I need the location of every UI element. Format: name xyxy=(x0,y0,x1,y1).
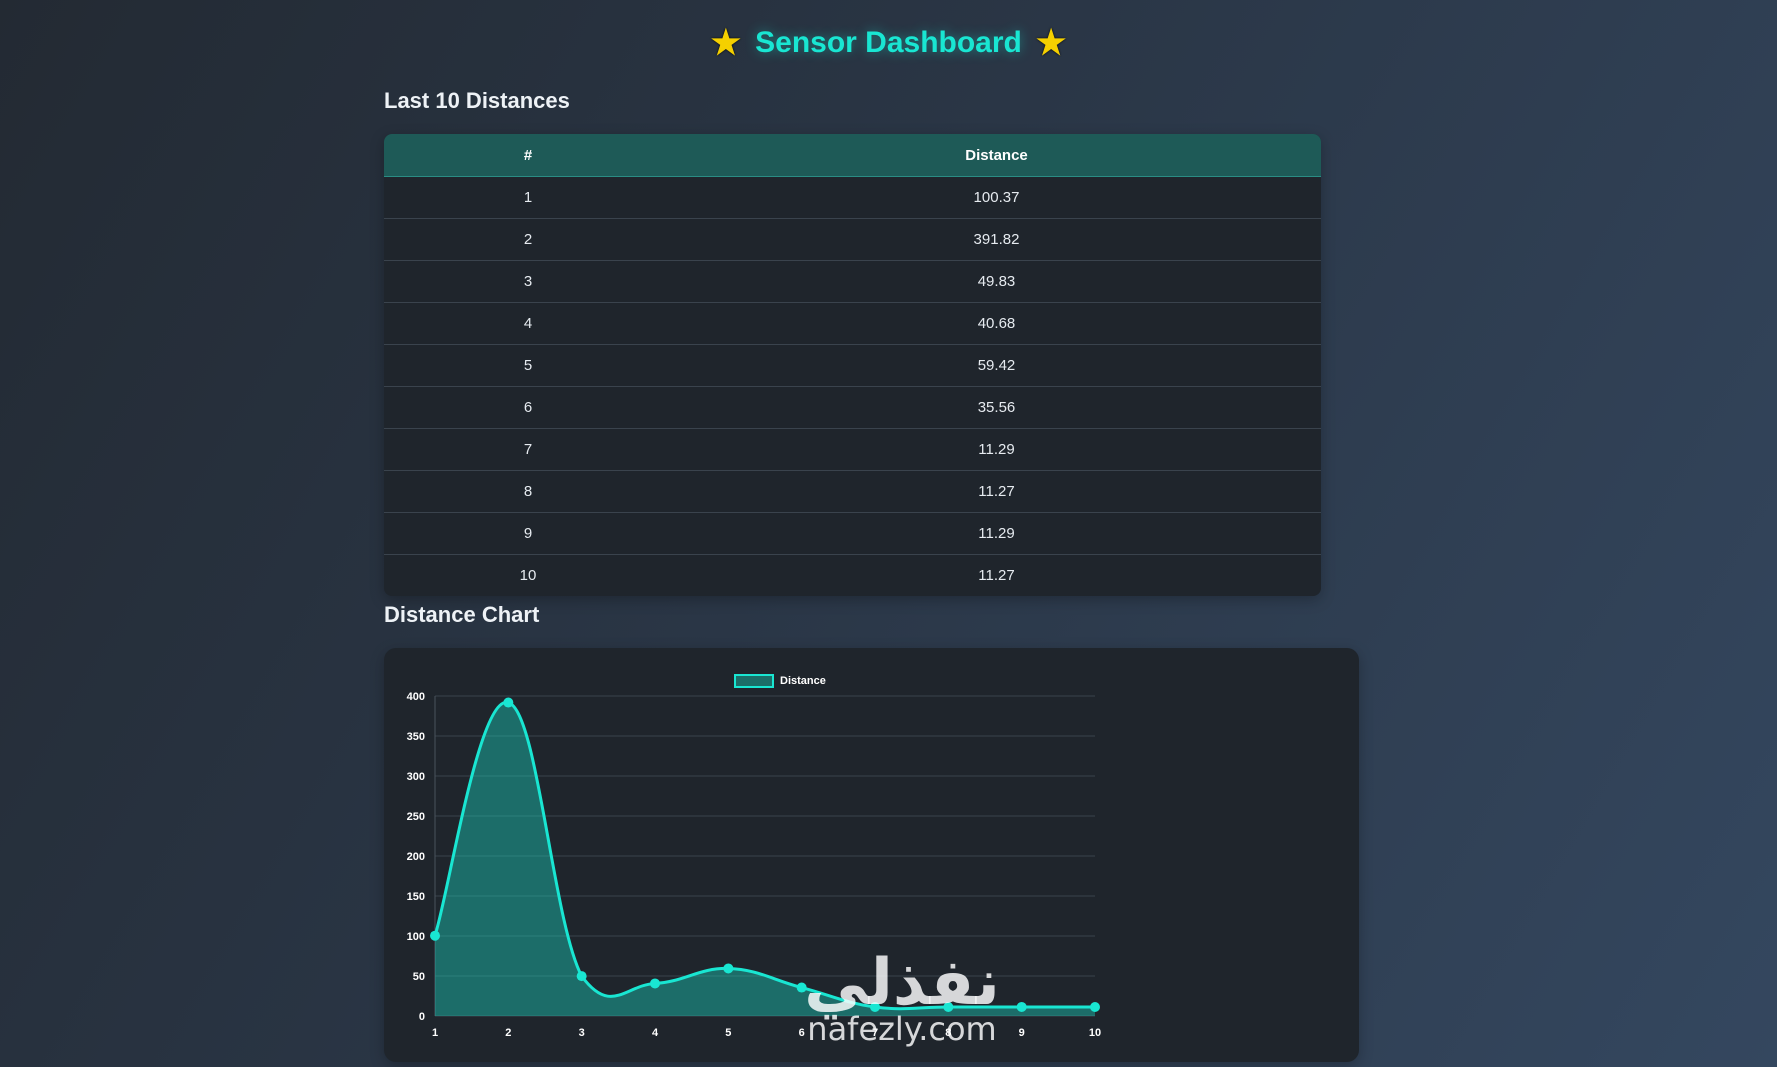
column-header-distance: Distance xyxy=(672,134,1321,177)
watermark-logo: نفذلي xyxy=(804,946,1000,1020)
data-point xyxy=(576,971,587,982)
row-index-cell: 9 xyxy=(384,512,672,555)
watermark: نفذلي nafezly.com xyxy=(782,950,1022,1046)
data-point xyxy=(503,697,514,708)
star-icon: ★ xyxy=(1035,24,1067,62)
data-point xyxy=(1090,1001,1100,1012)
distances-table: # Distance 1 100.37 2 391.82 3 49.83 4 40.68 5 59… xyxy=(384,134,1321,596)
distance-cell: 100.37 xyxy=(973,189,1020,206)
chart-heading: Distance Chart xyxy=(384,602,540,627)
x-tick-label: 5 xyxy=(725,1027,731,1039)
table-header-row: # Distance xyxy=(384,134,1321,177)
distance-cell: 40.68 xyxy=(672,302,1321,345)
data-point xyxy=(723,963,734,974)
watermark-url: nafezly.com xyxy=(807,1010,997,1048)
row-index-cell: 8 xyxy=(384,470,672,513)
data-point xyxy=(870,1001,880,1012)
distance-cell: 35.56 xyxy=(672,386,1321,429)
y-tick-label: 250 xyxy=(407,811,425,823)
table-row: 6 35.56 xyxy=(384,386,1321,429)
row-index-cell: 7 xyxy=(384,428,672,471)
distance-cell: 11.29 xyxy=(672,428,1321,471)
row-index-cell: 2 xyxy=(384,218,672,261)
row-index-cell: 3 xyxy=(384,260,672,303)
y-tick-label: 350 xyxy=(407,731,425,743)
table-heading: Last 10 Distances xyxy=(384,88,570,113)
x-tick-label: 3 xyxy=(579,1027,585,1039)
y-tick-label: 50 xyxy=(413,971,425,983)
star-icon: ★ xyxy=(710,24,742,62)
distance-cell: 49.83 xyxy=(672,260,1321,303)
table-row: 10 11.27 xyxy=(384,554,1321,596)
x-tick-label: 7 xyxy=(872,1027,878,1039)
x-tick-label: 10 xyxy=(1089,1027,1101,1039)
distance-area-fill xyxy=(435,702,1095,1016)
y-tick-label: 300 xyxy=(407,771,425,783)
row-index-cell: 1 xyxy=(523,189,533,206)
table-row: 3 49.83 xyxy=(384,260,1321,303)
y-tick-label: 400 xyxy=(407,691,425,703)
x-tick-label: 4 xyxy=(652,1027,659,1039)
table-row: 4 40.68 xyxy=(384,302,1321,345)
y-tick-label: 150 xyxy=(407,891,425,903)
distance-chart-card: 0 50 100 150 200 250 300 350 400 1 2 3 4 5 6 7 8 9 10 Dist… xyxy=(384,648,1359,1062)
table-row: 1 100.37 xyxy=(384,177,1321,219)
y-tick-label: 200 xyxy=(407,851,425,863)
data-point xyxy=(650,978,660,989)
row-index-cell: 10 xyxy=(384,554,672,596)
table-row: 7 11.29 xyxy=(384,428,1321,471)
data-point xyxy=(1016,1001,1027,1012)
y-tick-label: 100 xyxy=(407,931,425,943)
data-point xyxy=(943,1001,954,1012)
data-point xyxy=(430,930,440,941)
legend-swatch xyxy=(734,674,774,688)
column-header-index: # xyxy=(384,134,672,177)
x-tick-label: 2 xyxy=(505,1027,511,1039)
page-title-text: Sensor Dashboard xyxy=(755,26,1022,59)
x-tick-label: 1 xyxy=(432,1027,438,1039)
table-row: 8 11.27 xyxy=(384,470,1321,513)
x-tick-label: 6 xyxy=(799,1027,805,1039)
x-tick-label: 8 xyxy=(945,1027,951,1039)
x-tick-label: 9 xyxy=(1019,1027,1025,1039)
row-index-cell: 5 xyxy=(384,344,672,387)
legend-label: Distance xyxy=(780,675,826,687)
distance-cell: 11.27 xyxy=(672,470,1321,513)
row-index-cell: 6 xyxy=(384,386,672,429)
page-title: ★ Sensor Dashboard ★ xyxy=(0,26,1777,60)
table-row: 5 59.42 xyxy=(384,344,1321,387)
distance-cell: 59.42 xyxy=(672,344,1321,387)
chart-legend[interactable]: Distance xyxy=(734,674,826,688)
y-tick-label: 0 xyxy=(419,1011,425,1023)
row-index-cell: 4 xyxy=(384,302,672,345)
distance-cell: 11.29 xyxy=(672,512,1321,555)
distance-chart: 0 50 100 150 200 250 300 350 400 1 2 3 4 5 6 7 8 9 10 xyxy=(407,691,1101,1039)
table-row: 9 11.29 xyxy=(384,512,1321,555)
data-point xyxy=(796,982,807,993)
distance-cell: 11.27 xyxy=(672,554,1321,596)
table-row: 2 391.82 xyxy=(384,218,1321,261)
distance-cell: 391.82 xyxy=(672,218,1321,261)
